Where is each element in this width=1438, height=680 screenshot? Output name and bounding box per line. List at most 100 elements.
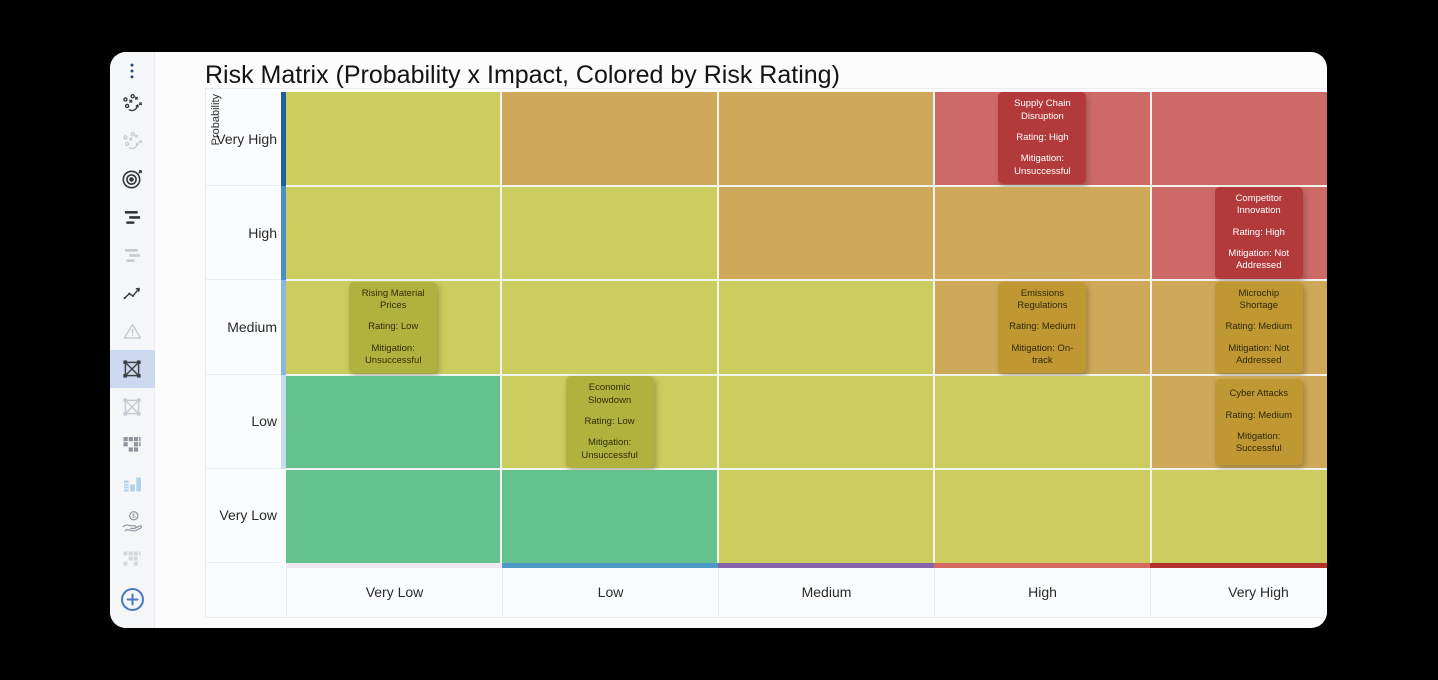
probability-scale-segment (281, 186, 286, 281)
risk-name: Rising Material Prices (361, 287, 425, 311)
sidebar-item-strategy-play[interactable] (110, 84, 155, 122)
risk-rating: Rating: High (1232, 226, 1285, 238)
probability-scale-segment (281, 468, 286, 564)
matrix-cell (286, 375, 501, 469)
app-window: $ Risk Matrix (Probability x Impact, Col… (110, 52, 1327, 628)
sidebar-item-hand-coin[interactable]: $ (110, 502, 155, 540)
risk-matrix-chart: Probability Very High High Medium Low Very L… (205, 88, 1327, 618)
stacked-bars-icon (121, 206, 144, 229)
impact-scale-segment (718, 563, 934, 568)
stacked-bars-icon (121, 244, 144, 267)
matrix-cell (935, 470, 1150, 563)
y-tick-label: Medium (206, 280, 286, 375)
risk-box[interactable]: Competitor Innovation Rating: High Mitigat… (1214, 187, 1303, 279)
risk-box[interactable]: Supply Chain Disruption Rating: High Mitig… (998, 92, 1087, 185)
sidebar-item-risk-matrix-alt[interactable] (110, 388, 155, 426)
matrix-cell (718, 281, 934, 374)
strategy-play-icon (121, 130, 144, 153)
matrix-cell (935, 186, 1150, 280)
risk-name: Cyber Attacks (1229, 388, 1289, 400)
impact-scale-segment (286, 563, 502, 568)
probability-scale-segment (281, 92, 286, 187)
risk-box[interactable]: Rising Material Prices Rating: Low Mitigat… (349, 281, 438, 374)
risk-mitigation: Mitigation: On-track (1011, 342, 1074, 366)
matrix-cell (935, 375, 1150, 469)
risk-rating: Rating: Low (584, 415, 635, 427)
x-axis-ticks: Very Low Low Medium High Very High (286, 568, 1327, 616)
bar-chart-icon (120, 471, 144, 495)
matrix-cell (502, 470, 717, 563)
plus-circle-icon (119, 586, 146, 613)
page-title: Risk Matrix (Probability x Impact, Color… (205, 61, 840, 89)
main-content: Risk Matrix (Probability x Impact, Color… (155, 52, 1327, 628)
x-tick-label: Very Low (286, 568, 502, 616)
matrix-cell (286, 186, 501, 280)
matrix-cell (1151, 470, 1327, 563)
risk-name: Economic Slowdown (587, 382, 632, 406)
impact-scale-segment (934, 563, 1150, 568)
sidebar-item-add[interactable] (110, 580, 155, 618)
risk-box[interactable]: Economic Slowdown Rating: Low Mitigation: … (565, 376, 654, 468)
risk-rating: Rating: Medium (1225, 321, 1293, 333)
matrix-cell (286, 92, 501, 185)
mosaic-blocks-icon (120, 433, 144, 457)
risk-box[interactable]: Emissions Regulations Rating: Medium Mitig… (998, 281, 1087, 374)
y-tick-label: Low (206, 375, 286, 469)
y-tick-label: Very Low (206, 469, 286, 564)
matrix-cell: Supply Chain Disruption Rating: High Mitig… (935, 92, 1150, 185)
risk-box[interactable]: Cyber Attacks Rating: Medium Mitigation: S… (1214, 379, 1303, 466)
matrix-cell: Microchip Shortage Rating: Medium Mitigati… (1151, 281, 1327, 374)
matrix-cell (718, 375, 934, 469)
impact-scale-segment (1150, 563, 1327, 568)
risk-box[interactable]: Microchip Shortage Rating: Medium Mitigati… (1214, 281, 1303, 374)
sidebar-item-risk-matrix[interactable] (110, 350, 155, 388)
risk-mitigation: Mitigation: Not Addressed (1228, 342, 1290, 366)
probability-scale-segment (281, 280, 286, 375)
risk-name: Supply Chain Disruption (1014, 98, 1071, 122)
sidebar-item-bar-chart[interactable] (110, 464, 155, 502)
y-tick-label: Very High (206, 92, 286, 187)
matrix-cell: Cyber Attacks Rating: Medium Mitigation: S… (1151, 375, 1327, 469)
sidebar-item-strategy-play-alt[interactable] (110, 122, 155, 160)
matrix-cell (718, 92, 934, 185)
crossed-box-icon (120, 395, 144, 419)
warning-triangle-icon (121, 320, 144, 343)
svg-text:$: $ (132, 513, 136, 520)
risk-rating: Rating: Medium (1009, 321, 1076, 333)
matrix-cell (286, 470, 501, 563)
strategy-play-icon (121, 92, 144, 115)
impact-scale-segment (502, 563, 718, 568)
hand-coin-icon: $ (120, 509, 144, 533)
sidebar-item-mosaic-blocks[interactable] (110, 426, 155, 464)
risk-name: Microchip Shortage (1238, 287, 1280, 311)
x-tick-label: Low (502, 568, 718, 616)
probability-color-scale (281, 92, 286, 564)
matrix-cell: Rising Material Prices Rating: Low Mitigat… (286, 281, 501, 374)
matrix-grid: Supply Chain Disruption Rating: High Mitig… (286, 92, 1327, 563)
sidebar-item-stacked-bars[interactable] (110, 198, 155, 236)
matrix-cell: Competitor Innovation Rating: High Mitigat… (1151, 186, 1327, 280)
matrix-cell (502, 92, 717, 185)
sidebar-item-warning[interactable] (110, 312, 155, 350)
y-axis-ticks: Very High High Medium Low Very Low (206, 92, 286, 564)
risk-mitigation: Mitigation: Successful (1235, 431, 1282, 455)
toolbar: $ (110, 52, 155, 628)
sidebar-item-trend-line[interactable] (110, 274, 155, 312)
risk-rating: Rating: Medium (1225, 409, 1293, 421)
impact-color-scale (286, 563, 1327, 568)
sidebar-item-sparse-grid[interactable] (110, 540, 155, 578)
kebab-menu-icon (122, 61, 142, 81)
risk-name: Competitor Innovation (1235, 193, 1283, 217)
matrix-cell (1151, 92, 1327, 185)
risk-mitigation: Mitigation: Unsuccessful (1014, 153, 1071, 177)
sidebar-item-menu[interactable] (110, 58, 155, 84)
matrix-cell (718, 470, 934, 563)
risk-mitigation: Mitigation: Not Addressed (1228, 248, 1290, 272)
sidebar-item-target[interactable] (110, 160, 155, 198)
sidebar-item-stacked-bars-alt[interactable] (110, 236, 155, 274)
x-tick-label: Very High (1150, 568, 1327, 616)
risk-rating: Rating: High (1016, 132, 1069, 144)
sparse-grid-icon (120, 547, 144, 571)
risk-mitigation: Mitigation: Unsuccessful (364, 342, 422, 366)
